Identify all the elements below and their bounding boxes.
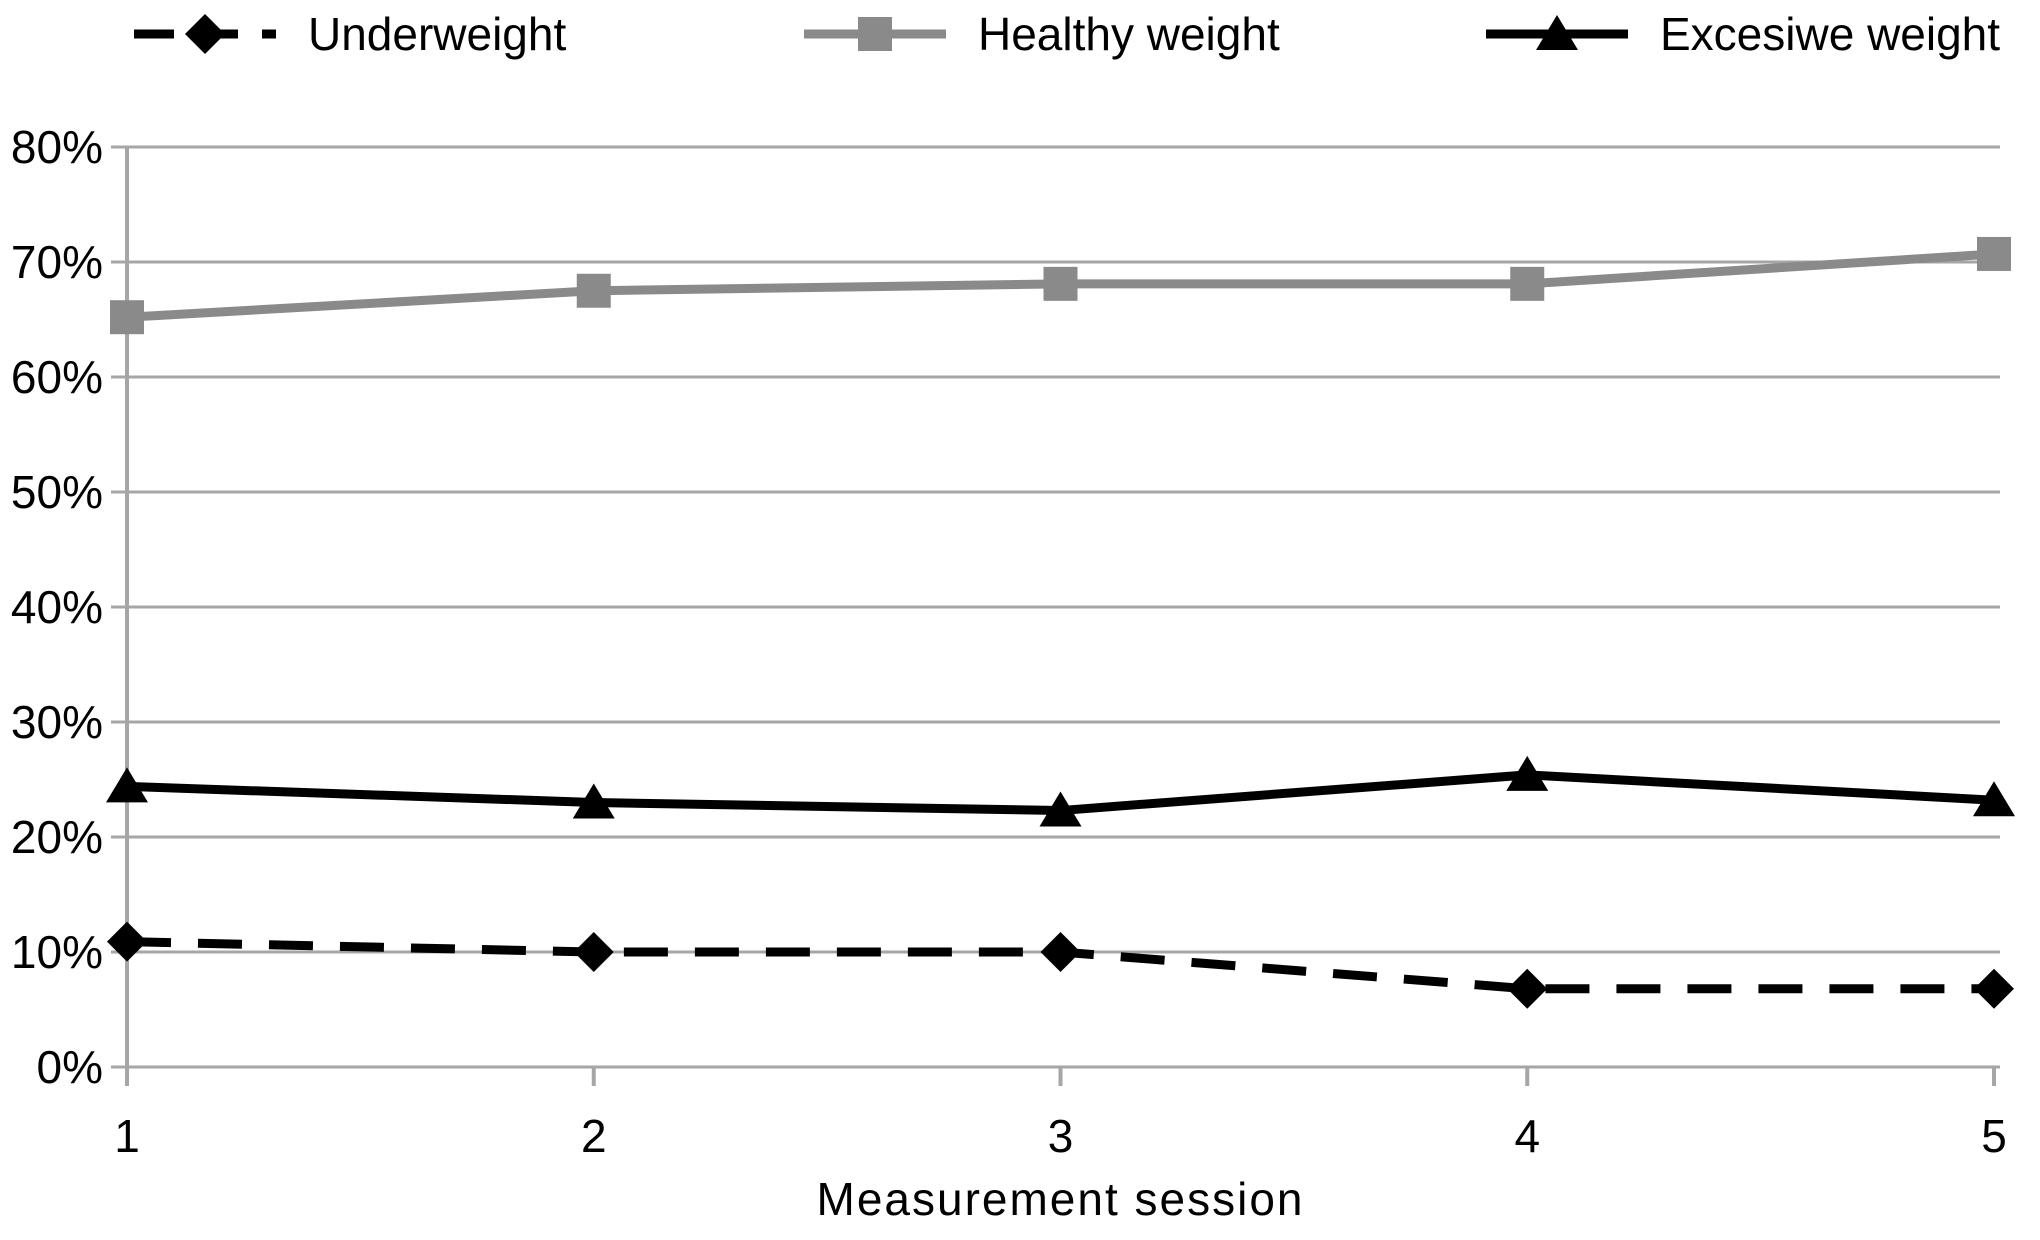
x-axis-title: Measurement session — [816, 1173, 1305, 1225]
legend-entry-healthy-weight: Healthy weight — [800, 6, 1280, 62]
triangle-marker-point — [1973, 781, 2015, 817]
square-marker-point — [1043, 266, 1078, 301]
y-tick-label: 60% — [11, 351, 103, 403]
y-tick-label: 80% — [11, 121, 103, 173]
diamond-marker-point — [1040, 932, 1081, 972]
diamond-legend-marker-icon — [185, 14, 225, 54]
x-tick-label: 4 — [1514, 1110, 1540, 1162]
solid-line-triangle-marker-icon — [1486, 15, 1628, 50]
x-tick-label: 2 — [581, 1110, 607, 1162]
diamond-marker-point — [107, 921, 147, 962]
x-tick-label: 3 — [1048, 1110, 1074, 1162]
square-marker-point — [1977, 236, 2011, 271]
chart-legend: Underweight Healthy weight Excesiwe weig… — [0, 0, 2040, 72]
x-tick-label: 5 — [1981, 1110, 2007, 1162]
y-tick-label: 0% — [37, 1041, 103, 1093]
legend-label-underweight: Underweight — [308, 8, 567, 60]
diamond-marker-point — [1974, 968, 2014, 1009]
triangle-marker-point — [1506, 755, 1549, 791]
triangle-marker-point — [1039, 791, 1082, 827]
square-marker-point — [1510, 266, 1545, 301]
triangle-marker-point — [572, 783, 615, 819]
legend-entry-excessive-weight: Excesiwe weight — [1482, 6, 2000, 62]
triangle-marker-point — [106, 767, 148, 803]
legend-entry-underweight: Underweight — [130, 6, 566, 62]
legend-label-healthy-weight: Healthy weight — [978, 8, 1280, 60]
x-tick-label: 1 — [114, 1110, 140, 1162]
legend-label-excessive-weight: Excesiwe weight — [1660, 8, 2001, 60]
diamond-marker-point — [573, 932, 614, 972]
triangle-legend-marker-icon — [1536, 15, 1578, 50]
y-tick-label: 20% — [11, 811, 103, 863]
diamond-marker-point — [1507, 968, 1548, 1009]
y-tick-label: 10% — [11, 926, 103, 978]
dashed-line-diamond-marker-icon — [134, 14, 276, 54]
square-marker-point — [576, 273, 611, 308]
square-legend-marker-icon — [858, 17, 892, 51]
y-tick-label: 50% — [11, 466, 103, 518]
y-tick-label: 70% — [11, 236, 103, 288]
solid-line-square-marker-icon — [804, 17, 946, 51]
y-tick-label: 40% — [11, 581, 103, 633]
square-marker-point — [110, 300, 144, 335]
y-tick-label: 30% — [11, 696, 103, 748]
